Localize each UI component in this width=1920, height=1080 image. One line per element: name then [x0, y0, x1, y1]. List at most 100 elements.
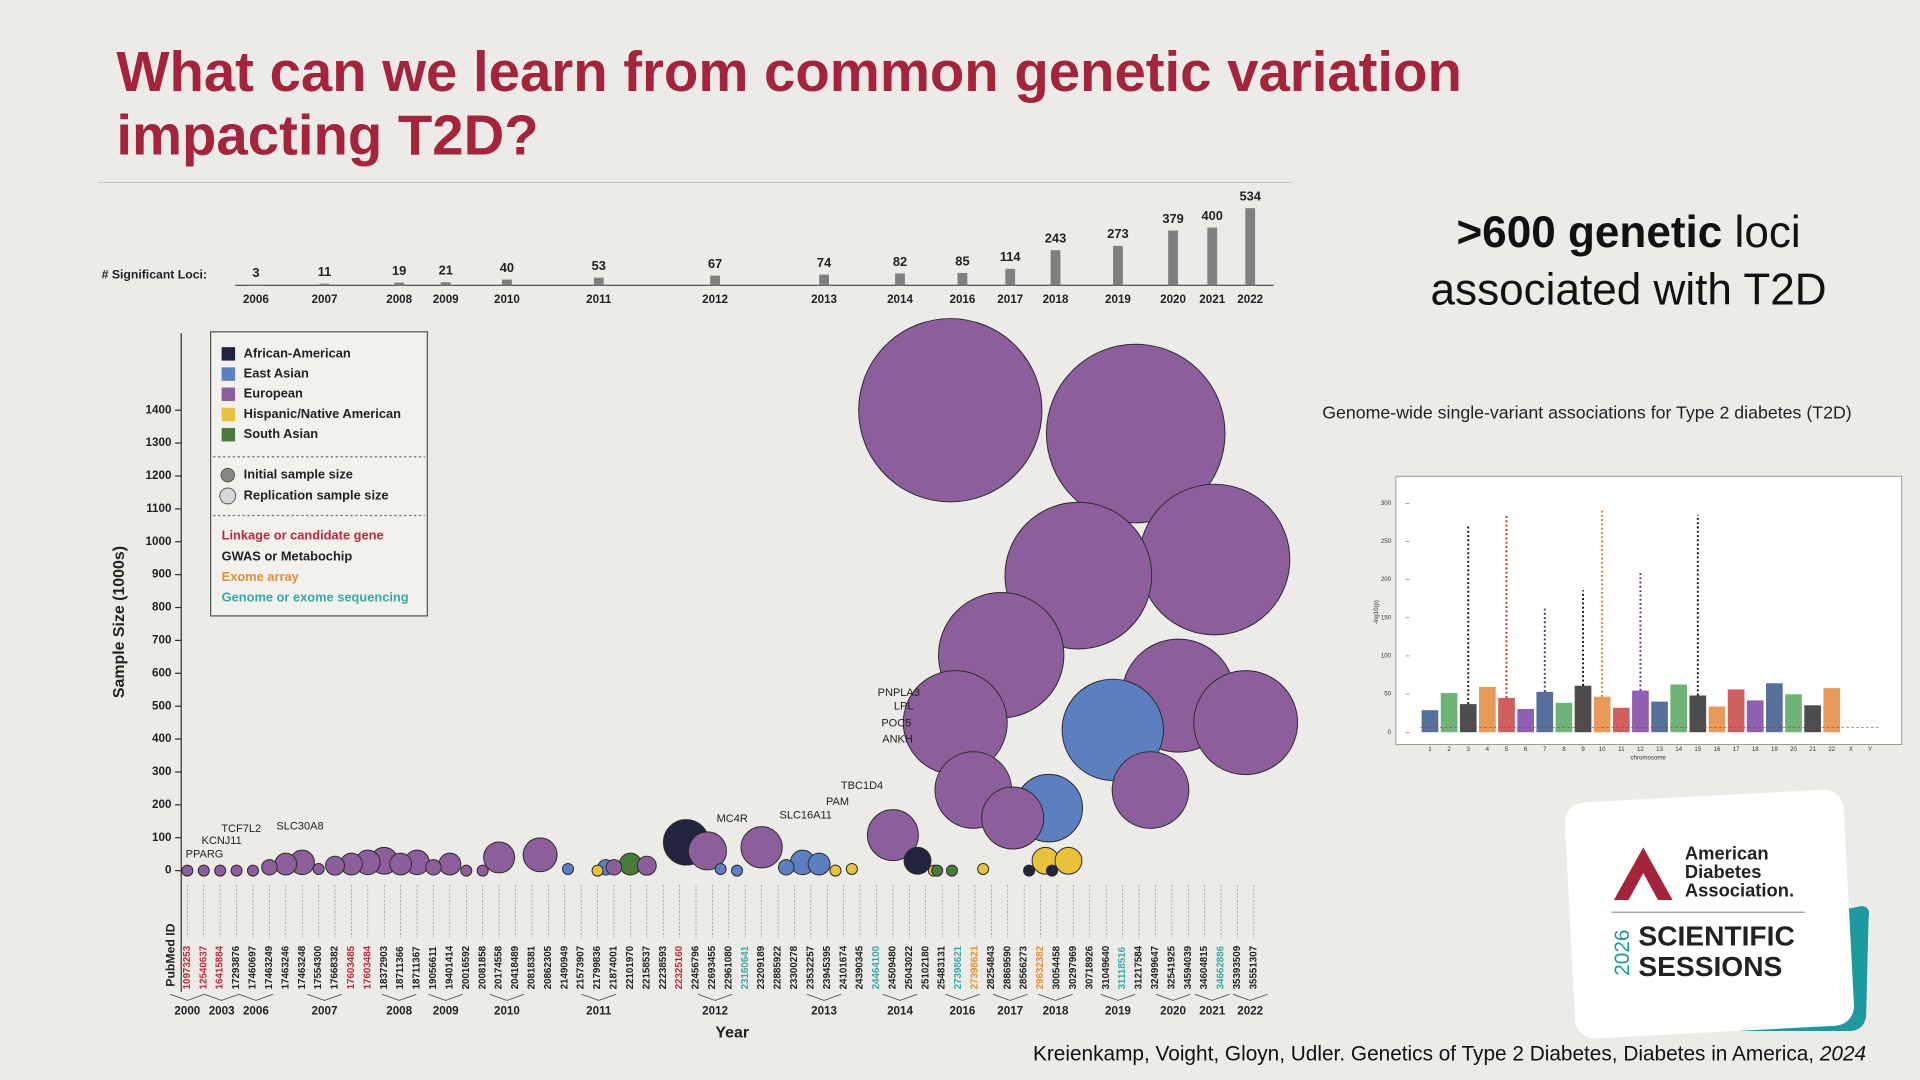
legend-swatch [221, 367, 236, 381]
gene-label: TBC1D4 [841, 780, 883, 792]
bubble [591, 864, 604, 877]
pubmed-id: 22158537 [641, 945, 652, 989]
manhattan-band [1421, 710, 1439, 733]
year-brace [1194, 993, 1230, 1001]
year-label: 2010 [494, 1005, 520, 1018]
bar-category-label: 2010 [494, 293, 520, 306]
manhattan-x-tick-label: X [1849, 746, 1853, 753]
bubble [858, 318, 1043, 503]
citation: Kreienkamp, Voight, Gloyn, Udler. Geneti… [1033, 1042, 1866, 1065]
legend-swatch [221, 347, 236, 361]
pubmed-id: 17463249 [264, 945, 275, 989]
year-label: 2016 [950, 1005, 976, 1018]
pubmed-id: 18372903 [379, 945, 390, 989]
bar-value-label: 379 [1162, 211, 1183, 226]
pubmed-id: 27398621 [953, 945, 964, 989]
bubble [845, 862, 858, 875]
bubble [981, 786, 1045, 850]
bar-value-label: 273 [1107, 226, 1128, 241]
bubble [1046, 864, 1059, 877]
manhattan-band [1632, 690, 1649, 733]
manhattan-band [1498, 697, 1515, 733]
logo-mark [1628, 873, 1658, 900]
manhattan-x-tick-label: 2 [1447, 746, 1451, 753]
bar [593, 277, 604, 286]
bar [1207, 227, 1218, 286]
bar-value-label: 53 [592, 258, 606, 273]
manhattan-band [1593, 696, 1611, 733]
bar-category-label: 2021 [1199, 293, 1225, 306]
bar-value-label: 67 [708, 256, 722, 271]
legend-label: Hispanic/Native American [244, 406, 401, 421]
year-brace [806, 993, 842, 1001]
pubmed-id: 22325160 [674, 945, 685, 989]
pubmed-id: 17460697 [248, 945, 259, 989]
bubble [1054, 846, 1083, 875]
gene-label: PPARG [186, 849, 224, 861]
pubmed-id: 23209189 [756, 945, 767, 989]
manhattan-band [1727, 689, 1745, 733]
pubmed-id: 23945395 [822, 945, 833, 989]
bar-category-label: 2011 [586, 293, 612, 306]
bubble [714, 862, 727, 875]
pubmed-id: 24101674 [838, 945, 849, 989]
y-tick-label: 1100 [146, 502, 171, 515]
pubmed-id: 20862305 [543, 945, 554, 989]
bar-category-label: 2022 [1237, 293, 1263, 306]
y-tick-label: 1200 [146, 469, 172, 482]
pubmed-id: 21573907 [576, 945, 587, 989]
bar [1050, 250, 1061, 286]
manhattan-x-tick-label: 1 [1428, 746, 1432, 753]
headline: associated with T2D [1431, 265, 1827, 314]
legend-symbol [220, 467, 235, 483]
manhattan-x-tick-label: 8 [1562, 746, 1566, 753]
manhattan-x-tick-label: 12 [1637, 746, 1644, 753]
pubmed-id: 17554300 [313, 945, 324, 989]
bar [394, 282, 405, 286]
legend-swatch [221, 407, 236, 422]
manhattan-band [1785, 694, 1802, 733]
y-tick-label: 1400 [146, 403, 172, 416]
pubmed-id: 24390345 [855, 945, 866, 989]
bar-category-label: 2020 [1160, 293, 1186, 306]
pubmed-id: 23532257 [805, 945, 816, 989]
pubmed-id: 17668382 [330, 945, 341, 989]
bar [440, 282, 451, 286]
bubble [483, 841, 516, 874]
manhattan-band [1651, 701, 1668, 733]
manhattan-band [1574, 685, 1592, 733]
pubmed-id: 22101970 [625, 945, 636, 989]
manhattan-x-tick-label: 14 [1675, 746, 1682, 753]
manhattan-band [1746, 700, 1764, 733]
manhattan-band [1479, 686, 1496, 733]
year-label: 2021 [1199, 1005, 1225, 1018]
bar [319, 283, 330, 286]
citation-year: 2024 [1819, 1042, 1866, 1065]
manhattan-y-tick-label: 150 [1381, 614, 1392, 621]
bar [895, 273, 905, 286]
manhattan-band [1708, 706, 1726, 733]
bubble [829, 864, 842, 877]
legend-label: Replication sample size [244, 487, 389, 502]
manhattan-x-tick-label: 15 [1694, 746, 1701, 753]
y-tick-label: 600 [152, 666, 171, 679]
gene-label: TCF7L2 [221, 823, 261, 835]
pubmed-id: 17463246 [280, 945, 291, 989]
manhattan-band [1536, 691, 1554, 733]
bar-value-label: 74 [817, 255, 832, 270]
pubmed-id: 17463248 [297, 945, 308, 989]
bubble [1193, 670, 1299, 776]
gene-label: SLC30A8 [276, 820, 323, 832]
year-brace [992, 993, 1028, 1001]
pubmed-id: 32499647 [1150, 945, 1161, 989]
bar-value-label: 400 [1202, 208, 1223, 223]
pubmed-id: 22885922 [773, 945, 784, 989]
year-brace [238, 993, 274, 1001]
bubble [866, 809, 919, 862]
bar-category-label: 2019 [1105, 293, 1131, 306]
year-brace [1100, 993, 1136, 1001]
year-brace [170, 993, 205, 1001]
year-brace [489, 993, 525, 1001]
manhattan-band [1440, 693, 1458, 733]
manhattan-band [1766, 683, 1783, 733]
